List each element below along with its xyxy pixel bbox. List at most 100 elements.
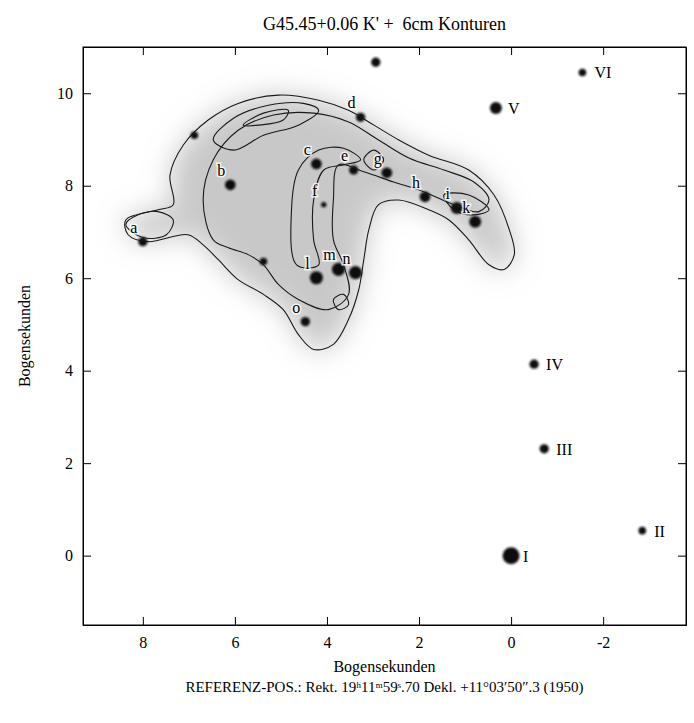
tick-mark [83, 278, 91, 279]
x-axis-title: Bogensekunden [333, 658, 435, 676]
tick-mark [83, 371, 91, 372]
tick [678, 556, 686, 557]
figure: IIIIIIIVVVIabcdefghiklmno86420-20246810G… [0, 0, 694, 723]
tick-label: 6 [65, 270, 73, 287]
star-label: I [523, 548, 528, 565]
star [579, 69, 587, 77]
star-label: VI [594, 64, 611, 81]
star-label: II [654, 523, 665, 540]
y-axis-right [678, 48, 687, 626]
tick-mark [83, 556, 91, 557]
tick-mark [235, 47, 236, 55]
plot-background [83, 47, 686, 625]
tick-mark [83, 93, 91, 94]
star [321, 202, 326, 207]
tick [678, 93, 686, 94]
star-label: h [412, 174, 420, 191]
tick: 4 [323, 617, 331, 651]
tick: -2 [597, 617, 610, 651]
tick [678, 371, 686, 372]
tick [327, 47, 328, 55]
tick-mark [678, 556, 686, 557]
contour [364, 150, 384, 170]
tick: 6 [231, 617, 239, 651]
star [529, 360, 538, 369]
star-label: III [556, 441, 572, 458]
tick-mark [678, 371, 686, 372]
star [225, 179, 236, 190]
tick-mark [83, 186, 91, 187]
star-label: i [446, 185, 451, 202]
contour [444, 193, 489, 215]
star-label: k [462, 199, 470, 216]
star-label: a [130, 219, 137, 236]
tick-mark [603, 617, 604, 625]
tick-mark [511, 47, 512, 55]
tick-label: 10 [57, 85, 73, 102]
tick [143, 47, 144, 55]
star-label: l [305, 255, 310, 272]
tick-label: 6 [231, 634, 239, 651]
tick-mark [419, 617, 420, 625]
tick-mark [678, 463, 686, 464]
tick: 4 [65, 362, 91, 379]
plot-area [125, 58, 646, 565]
contour [125, 95, 515, 350]
star-label: d [348, 94, 356, 111]
contour [126, 211, 174, 238]
tick-mark [327, 617, 328, 625]
tick [678, 463, 686, 464]
contour [243, 109, 288, 126]
tick-mark [235, 617, 236, 625]
tick-label: 2 [65, 455, 73, 472]
tick-mark [419, 47, 420, 55]
star [301, 317, 310, 326]
star [381, 167, 392, 178]
axis-line [678, 48, 687, 626]
x-axis: 86420-2 [84, 617, 687, 651]
contour [333, 294, 348, 310]
tick: 6 [65, 270, 91, 287]
star-label: IV [546, 356, 563, 373]
axis-line [84, 48, 92, 626]
x-axis-top [84, 47, 687, 55]
star-label: b [217, 162, 225, 179]
tick [235, 47, 236, 55]
star-label: n [343, 250, 351, 267]
star [638, 527, 646, 535]
star [469, 216, 481, 228]
tick-label: -2 [597, 634, 610, 651]
star [371, 58, 380, 67]
title: G45.45+0.06 K' + 6cm Konturen [263, 14, 506, 34]
tick [603, 47, 604, 55]
star-label: f [312, 182, 318, 199]
star-label: g [374, 150, 382, 168]
star-label: m [323, 246, 336, 263]
star [349, 266, 362, 279]
tick: 0 [65, 547, 91, 564]
tick: 2 [65, 455, 91, 472]
tick [678, 278, 686, 279]
tick-mark [678, 278, 686, 279]
tick-mark [603, 47, 604, 55]
star [540, 444, 549, 453]
tick-mark [143, 47, 144, 55]
tick [678, 186, 686, 187]
tick-mark [678, 186, 686, 187]
star [490, 102, 502, 114]
axis-line [84, 617, 687, 626]
tick-label: 4 [65, 362, 73, 379]
tick-mark [511, 617, 512, 625]
star [310, 271, 323, 284]
star-label: e [341, 147, 348, 164]
tick: 8 [139, 617, 147, 651]
star-label: c [304, 141, 311, 158]
diffuse-emission [125, 95, 515, 350]
tick: 2 [416, 617, 424, 651]
axis-line [84, 48, 687, 56]
tick-mark [327, 47, 328, 55]
star-label: o [292, 299, 300, 316]
tick-mark [678, 93, 686, 94]
tick-label: 4 [323, 634, 331, 651]
tick: 10 [57, 85, 91, 102]
